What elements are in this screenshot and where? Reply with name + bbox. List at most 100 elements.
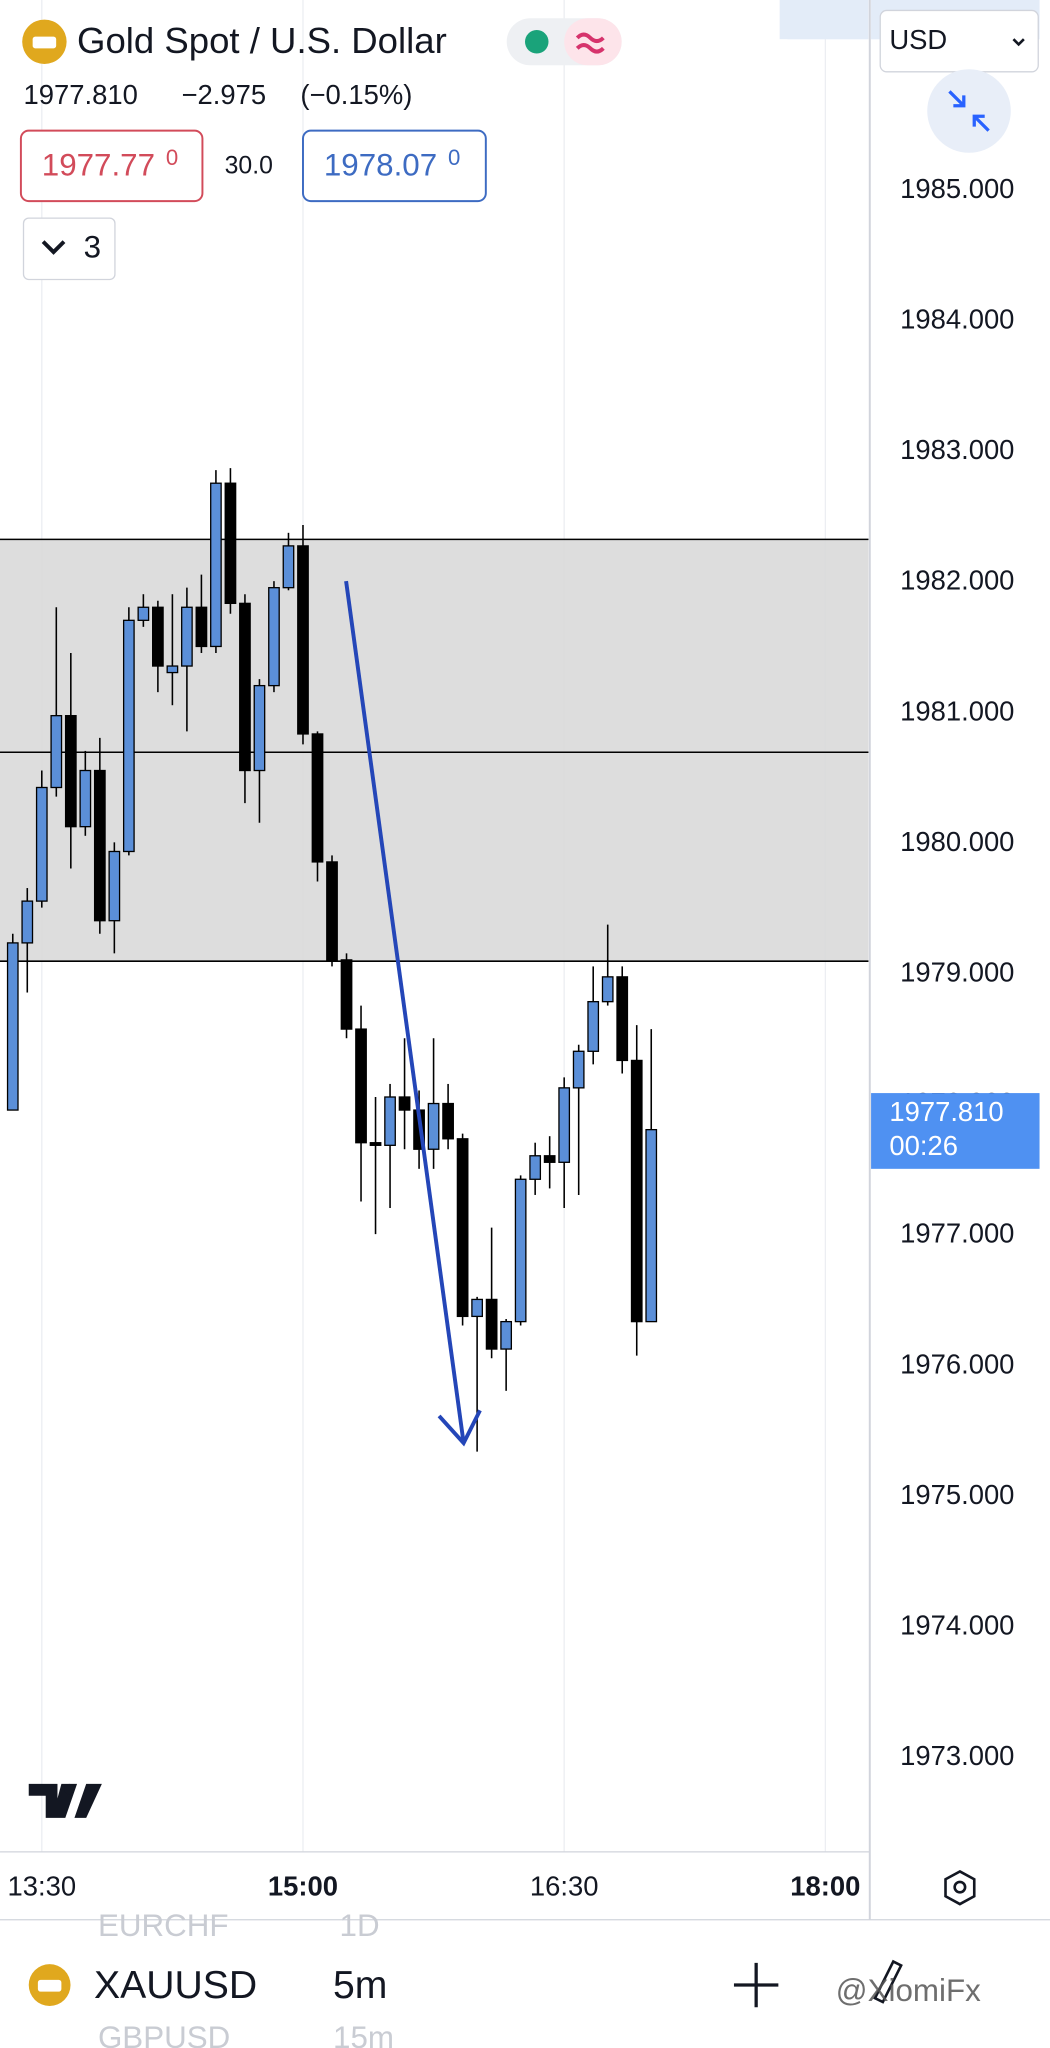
candle-body — [166, 665, 179, 674]
candle-body — [181, 606, 193, 667]
bid-pip: 0 — [166, 145, 178, 170]
candle-body — [456, 1138, 469, 1318]
indicators-toggle[interactable] — [22, 217, 116, 281]
price-axis: 1973.000 1974.000 1975.000 1976.000 1977.000… — [900, 173, 1014, 1771]
y-tick-label: 1983.000 — [900, 434, 1014, 465]
y-tick-label: 1980.000 — [900, 826, 1014, 857]
x-tick-label: 18:00 — [790, 1871, 860, 1902]
overlay — [344, 580, 482, 1447]
watermark: @XiomiFx — [836, 1973, 981, 2008]
y-tick-label: 1973.000 — [900, 1740, 1014, 1771]
sell-button[interactable] — [19, 129, 204, 203]
y-tick-label: 1976.000 — [900, 1348, 1014, 1379]
candle-body — [137, 606, 150, 621]
collapse-button[interactable] — [927, 69, 1011, 153]
settings-icon — [953, 1880, 967, 1894]
candle-body — [442, 1102, 454, 1140]
candle-body — [311, 733, 324, 863]
low-label-bg — [787, 0, 869, 40]
countdown: 00:26 — [889, 1130, 958, 1161]
candle-body — [601, 976, 614, 1003]
candle-body — [427, 1102, 440, 1150]
candle-body — [195, 606, 208, 648]
dropdown-arrow — [1012, 38, 1025, 47]
spread: 30.0 — [225, 153, 273, 180]
drawing-button[interactable] — [873, 1959, 903, 2004]
candle-body — [398, 1096, 411, 1111]
buy-button[interactable] — [302, 129, 487, 203]
candle-body — [340, 959, 353, 1030]
candle-body — [471, 1298, 483, 1318]
candle-body — [384, 1096, 396, 1146]
add-button[interactable] — [733, 1962, 779, 2008]
price-change-pct: (−0.15%) — [300, 79, 412, 110]
candle-body — [485, 1298, 498, 1350]
collapse-icon — [948, 90, 990, 132]
candle-body — [572, 1050, 585, 1089]
candle-body — [326, 861, 338, 961]
candle-body — [35, 786, 48, 902]
y-tick-label: 1985.000 — [900, 173, 1014, 204]
indicators-count: 3 — [84, 230, 101, 265]
candle-body — [253, 684, 266, 772]
candle-body — [630, 1059, 643, 1323]
icon-bar — [37, 1979, 62, 1992]
next-symbol: GBPUSD — [98, 2020, 230, 2048]
arrow-head — [437, 1409, 482, 1447]
candles — [6, 468, 658, 1452]
tv-logo-dot — [63, 1783, 75, 1795]
time-axis: 13:30 15:00 16:30 18:00 — [7, 1871, 860, 1902]
candle-body — [268, 587, 280, 687]
tv-logo — [28, 1783, 102, 1818]
candle-body — [79, 769, 92, 828]
bid-price: 1977.77 — [42, 147, 155, 182]
chart-title[interactable]: Gold Spot / U.S. Dollar — [77, 20, 447, 61]
market-open-dot — [525, 30, 549, 54]
candle-body — [500, 1320, 513, 1350]
ask-price: 1978.07 — [324, 147, 437, 182]
candle-body — [6, 942, 19, 1111]
prev-symbol: EURCHF — [98, 1908, 229, 1943]
last-price: 1977.810 — [24, 79, 138, 110]
symbol[interactable]: XAUUSD — [94, 1964, 257, 2007]
prev-interval: 1D — [340, 1908, 380, 1943]
y-tick-label: 1977.000 — [900, 1218, 1014, 1249]
candle-body — [297, 545, 309, 735]
candle-body — [50, 715, 63, 789]
trend-arrow — [344, 580, 466, 1444]
price-change: −2.975 — [182, 79, 267, 110]
candle-body — [239, 602, 251, 772]
currency: USD — [889, 24, 947, 55]
y-tick-label: 1979.000 — [900, 956, 1014, 987]
icon-bar — [32, 36, 57, 49]
y-tick-label: 1984.000 — [900, 304, 1014, 335]
y-tick-label: 1981.000 — [900, 695, 1014, 726]
candle-body — [108, 850, 121, 922]
ask-pip: 0 — [448, 145, 460, 170]
interval[interactable]: 5m — [333, 1964, 387, 2007]
candle-body — [369, 1142, 382, 1146]
current-price: 1977.810 — [889, 1096, 1003, 1127]
candle-body — [21, 900, 34, 944]
current-price-bg — [871, 1093, 1040, 1169]
candle-body — [514, 1178, 527, 1323]
candle-body — [224, 482, 237, 605]
candle-body — [587, 1001, 600, 1052]
candle-body — [122, 619, 135, 853]
y-tick-label: 1975.000 — [900, 1479, 1014, 1510]
candle-body — [210, 482, 222, 648]
settings-button[interactable] — [944, 1869, 976, 1906]
candle-body — [558, 1087, 571, 1163]
x-tick-label: 13:30 — [7, 1871, 76, 1902]
candle-body — [93, 769, 106, 922]
y-tick-label: 1974.000 — [900, 1609, 1014, 1640]
x-tick-label: 15:00 — [268, 1871, 338, 1902]
candle-body — [152, 606, 164, 667]
next-interval: 15m — [333, 2020, 394, 2048]
candle-body — [529, 1155, 542, 1180]
candle-body — [543, 1155, 556, 1163]
candle-body — [645, 1128, 658, 1323]
x-tick-label: 16:30 — [530, 1871, 599, 1902]
